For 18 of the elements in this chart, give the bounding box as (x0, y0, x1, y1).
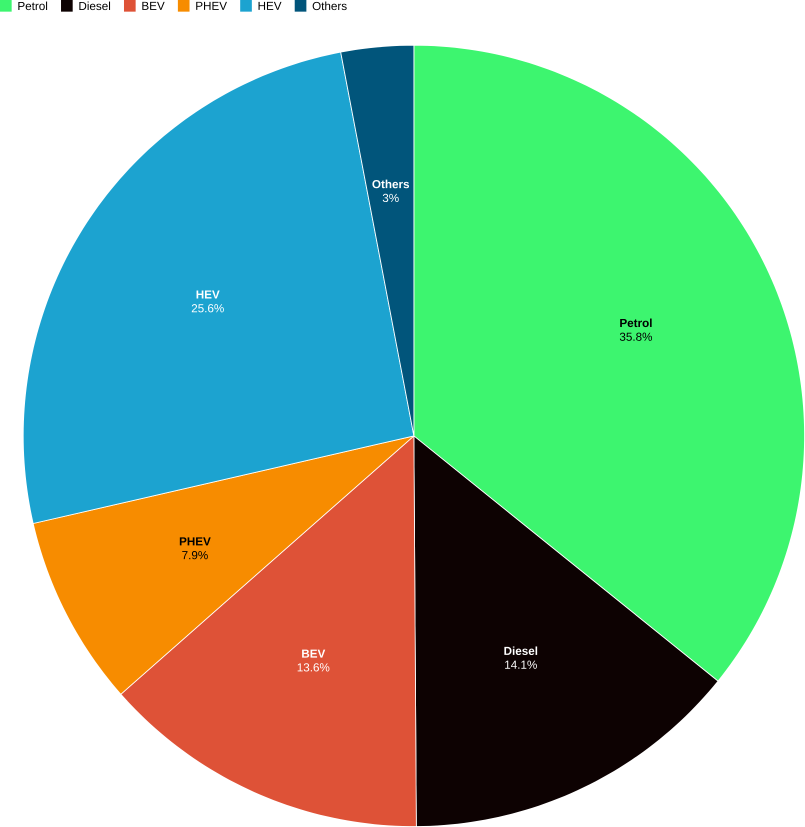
slice-label: BEV (302, 650, 326, 658)
slice-label: Diesel (504, 646, 538, 656)
legend-label: PHEV (196, 2, 227, 10)
data-label: 7.9% (182, 551, 208, 560)
data-label: 25.6% (192, 304, 224, 312)
legend-label: Diesel (79, 2, 110, 10)
legend-label: BEV (142, 2, 165, 10)
slice-label: Others (372, 180, 410, 188)
legend-label: HEV (258, 2, 282, 10)
data-label: 13.6% (298, 663, 330, 672)
slice-label: Petrol (620, 318, 652, 328)
data-label: 14.1% (505, 660, 537, 669)
data-label: 3% (382, 194, 399, 202)
data-label: 35.8% (620, 332, 652, 341)
legend-label: Petrol (18, 2, 48, 10)
slice-label: PHEV (180, 537, 211, 546)
slice-label: HEV (196, 290, 220, 298)
legend-label: Others (312, 2, 347, 10)
